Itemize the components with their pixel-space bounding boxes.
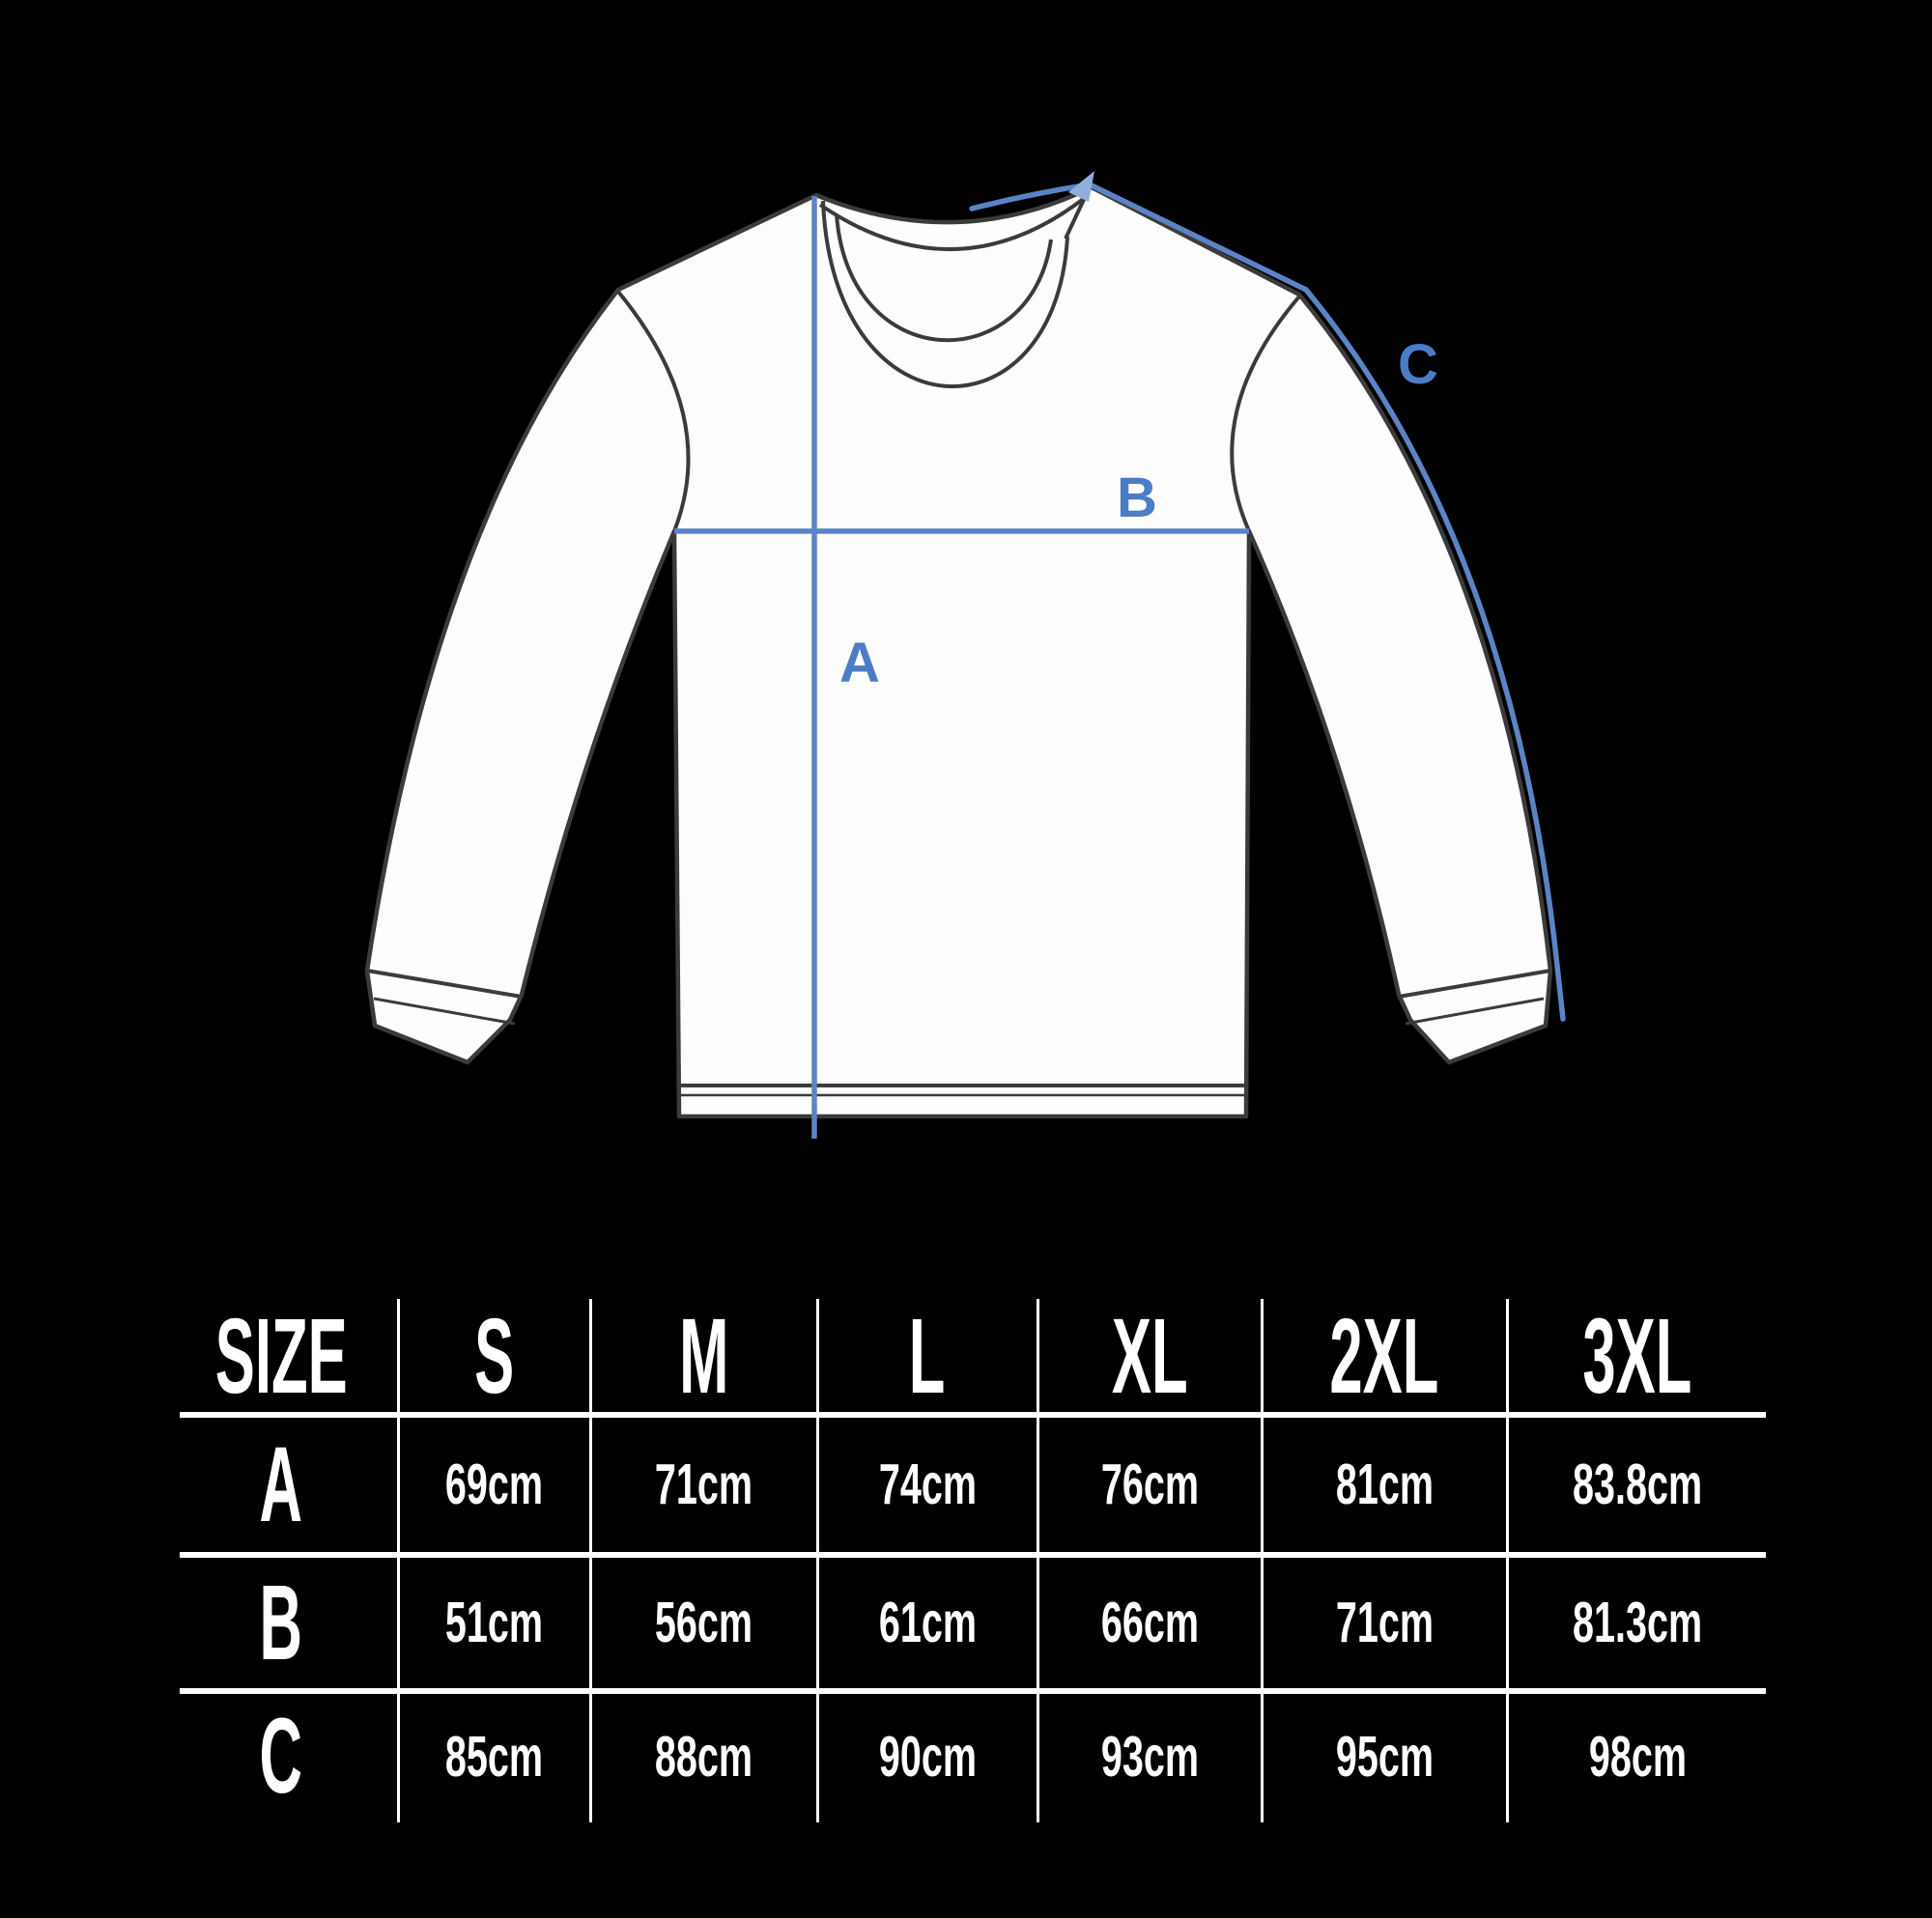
label-a: A [839, 632, 880, 694]
value-a-xl: 76cm [1100, 1453, 1199, 1516]
row-label-c: C [259, 1697, 303, 1816]
value-b-xl: 66cm [1100, 1591, 1199, 1654]
value-a-m: 71cm [654, 1453, 753, 1516]
value-c-xl: 93cm [1100, 1724, 1199, 1789]
right-cuff-icon [1398, 969, 1551, 1026]
size-table: SIZE S M L XL 2XL 3XL A 69cm 71cm 74cm 7… [164, 1299, 1768, 1822]
value-b-2xl: 71cm [1335, 1591, 1434, 1654]
value-a-l: 74cm [878, 1453, 977, 1516]
value-c-3xl: 98cm [1588, 1724, 1687, 1789]
value-b-m: 56cm [654, 1591, 753, 1654]
value-a-3xl: 83.8cm [1572, 1453, 1703, 1516]
col-header-2xl: 2XL [1329, 1297, 1439, 1416]
value-c-2xl: 95cm [1335, 1724, 1434, 1789]
row-label-a: A [259, 1424, 303, 1544]
col-header-size: SIZE [214, 1297, 348, 1416]
left-cuff-icon [366, 969, 523, 1026]
table-divider [1505, 1299, 1509, 1822]
table-divider [396, 1299, 400, 1822]
table-divider [1260, 1299, 1264, 1822]
table-divider [180, 1412, 1766, 1418]
size-table-grid: SIZE S M L XL 2XL 3XL A 69cm 71cm 74cm 7… [164, 1299, 1768, 1822]
label-b: B [1117, 466, 1157, 529]
right-armhole-seam [1230, 295, 1301, 532]
col-header-3xl: 3XL [1582, 1297, 1692, 1416]
label-c: C [1398, 333, 1438, 396]
value-b-3xl: 81.3cm [1572, 1591, 1703, 1654]
value-c-m: 88cm [654, 1724, 753, 1789]
col-header-m: M [678, 1297, 729, 1416]
measurement-lines: A B C [674, 171, 1566, 1139]
table-divider [1036, 1299, 1039, 1822]
value-b-l: 61cm [878, 1591, 977, 1654]
col-header-l: L [909, 1297, 946, 1416]
sleeve-arrowhead-icon [1068, 171, 1094, 202]
table-divider [180, 1688, 1766, 1694]
row-label-b: B [259, 1563, 303, 1682]
table-divider [180, 1552, 1766, 1558]
value-c-s: 85cm [444, 1724, 544, 1789]
table-divider [588, 1299, 592, 1822]
value-a-2xl: 81cm [1335, 1453, 1434, 1516]
col-header-s: S [473, 1297, 515, 1416]
hem-lines [679, 1084, 1246, 1097]
value-b-s: 51cm [444, 1591, 544, 1654]
value-c-l: 90cm [878, 1724, 977, 1789]
left-armhole-seam [616, 290, 691, 532]
long-sleeve-shirt-diagram: A B C [364, 171, 1566, 1139]
value-a-s: 69cm [444, 1453, 544, 1516]
sleeve-measure-line [969, 182, 1566, 1022]
col-header-xl: XL [1111, 1297, 1188, 1416]
table-divider [815, 1299, 819, 1822]
collar-icon [818, 188, 1091, 389]
shirt-outline [364, 184, 1553, 1119]
